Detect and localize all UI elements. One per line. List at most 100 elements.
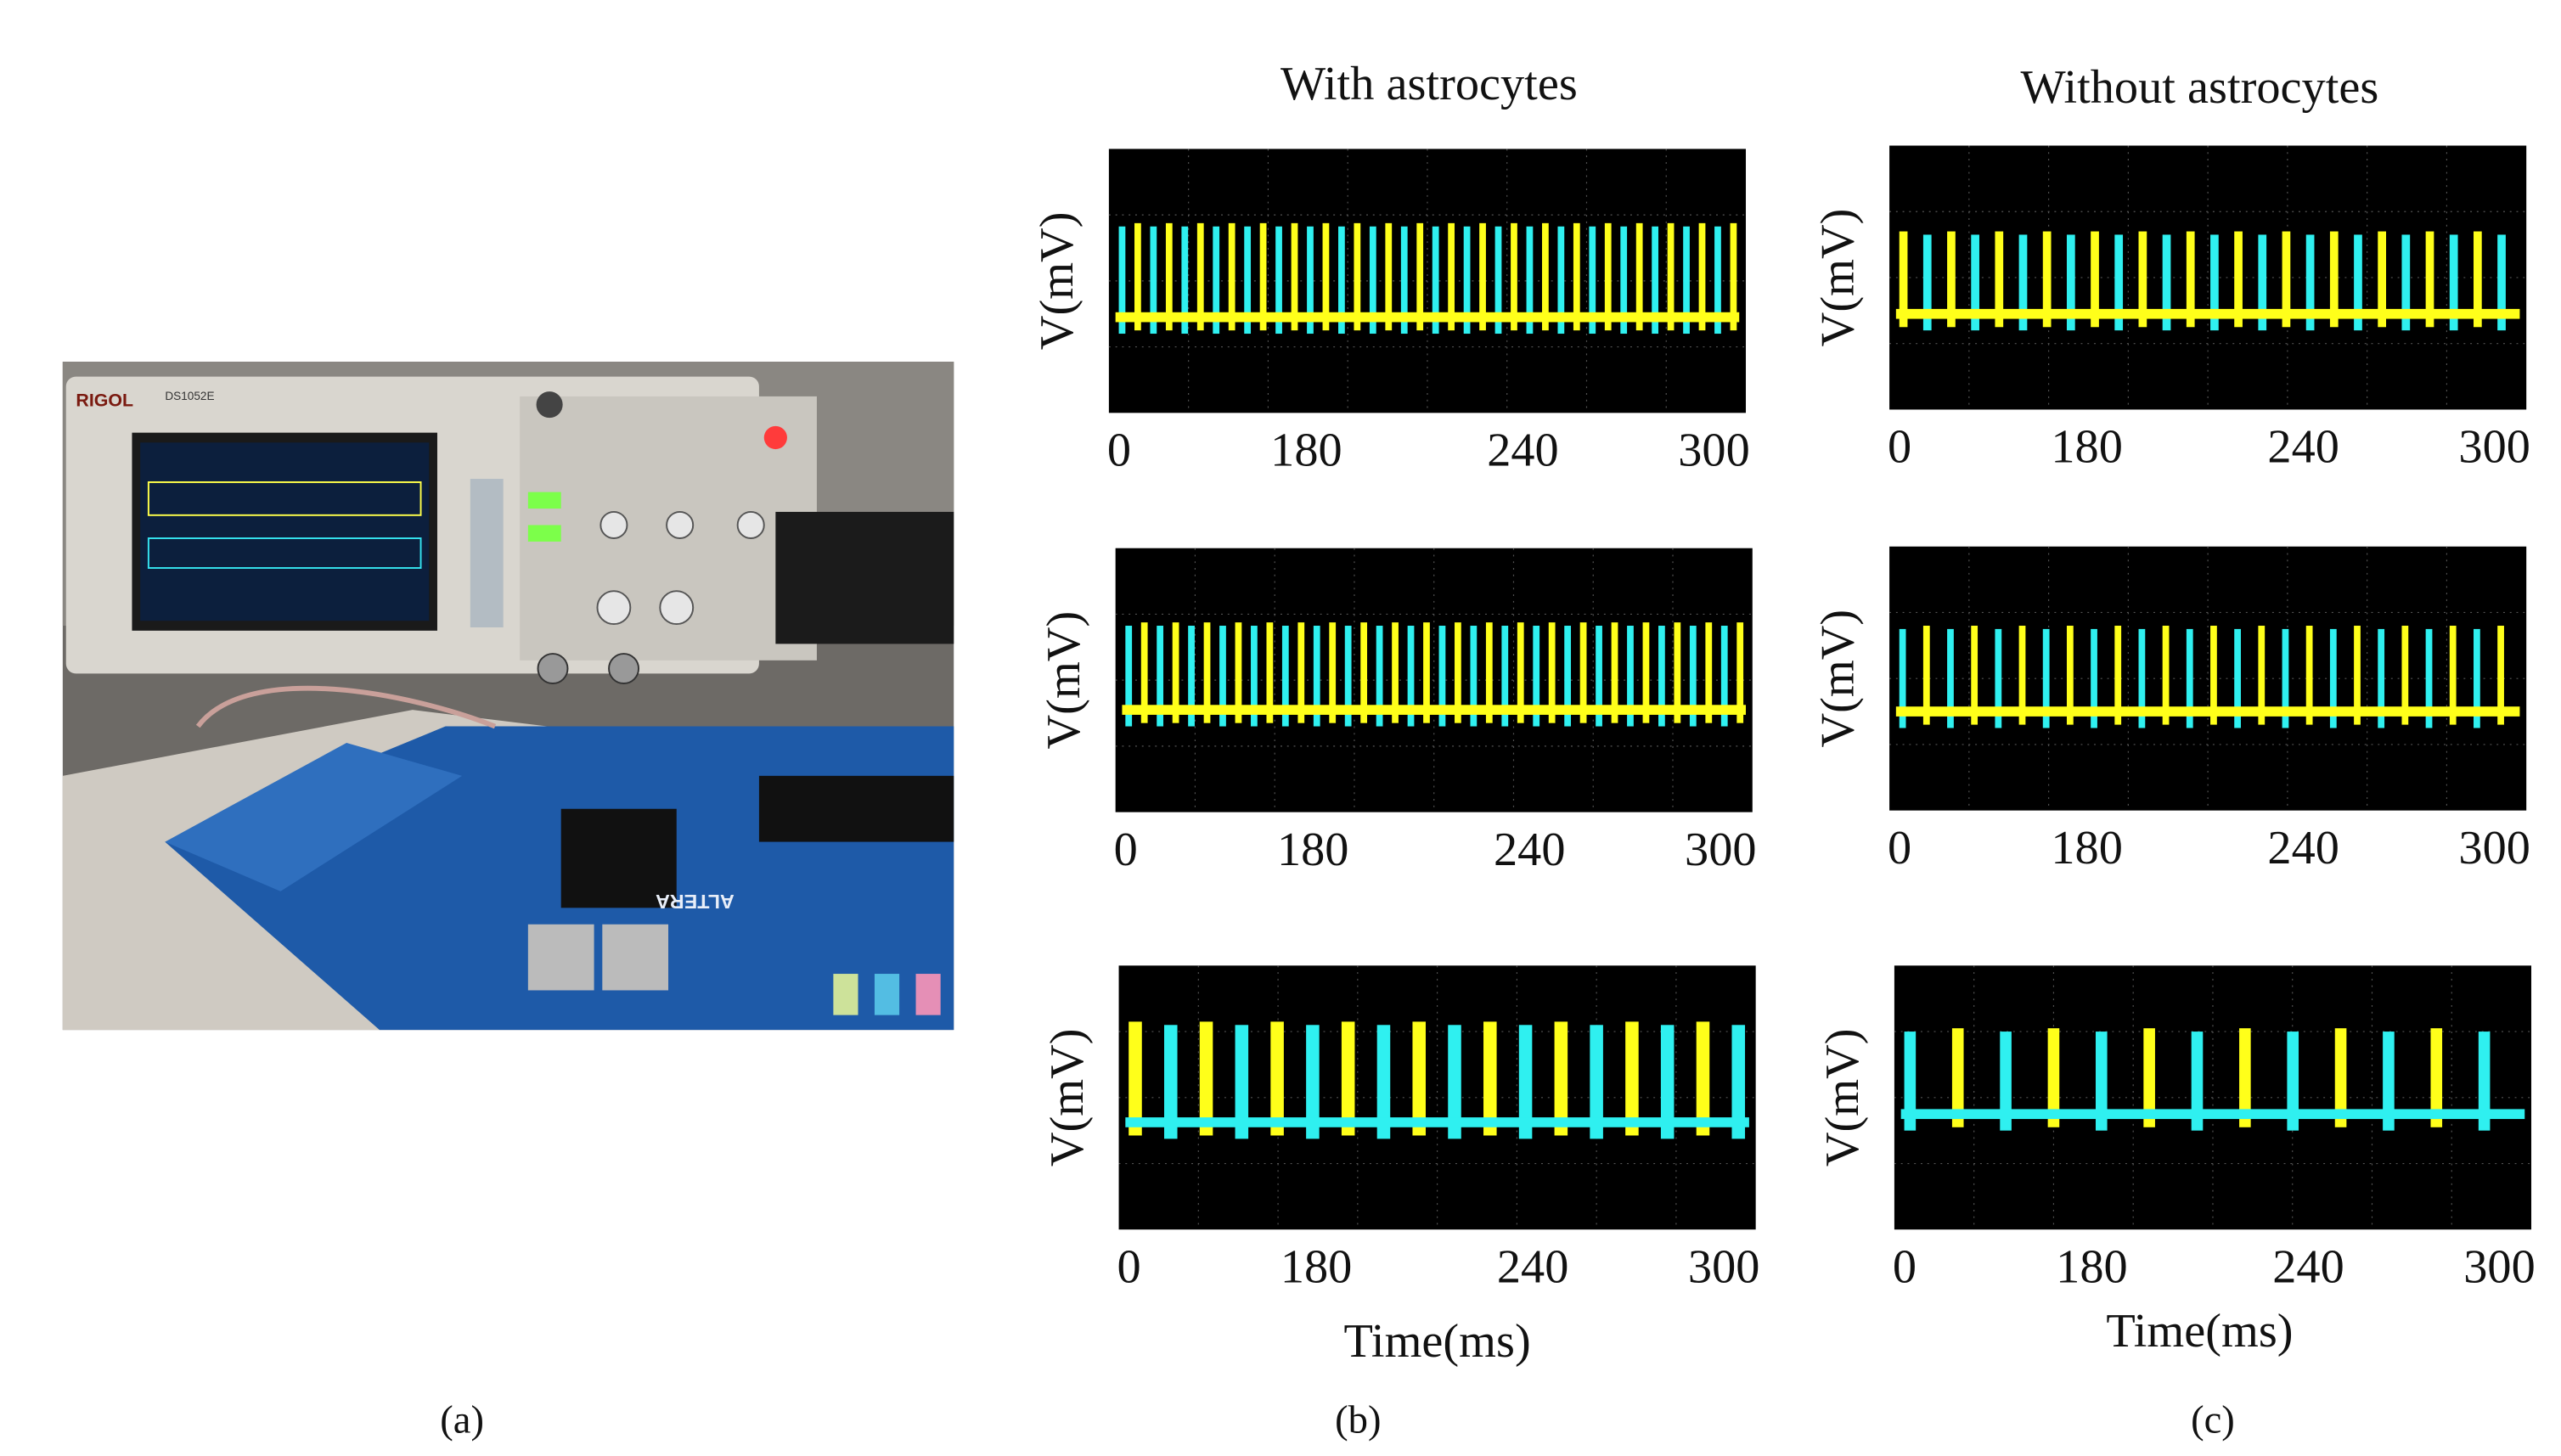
spike <box>1652 226 1659 334</box>
spike <box>1400 226 1408 334</box>
x-tick-label: 180 <box>2056 1240 2128 1293</box>
spike <box>1376 1025 1391 1139</box>
x-tick-label: 300 <box>2463 1240 2536 1293</box>
spike <box>1291 222 1298 331</box>
spike <box>2258 626 2266 725</box>
spike <box>1485 622 1493 723</box>
x-tick-label: 240 <box>2267 822 2339 874</box>
spike <box>1125 626 1133 727</box>
spike <box>1573 222 1580 331</box>
spike <box>1705 622 1713 723</box>
spike <box>2401 626 2409 725</box>
spike <box>1730 222 1737 331</box>
spike <box>1511 222 1517 331</box>
spike <box>1157 626 1164 727</box>
y-axis-label: V(mV) <box>1816 1028 1869 1166</box>
spike <box>1134 222 1141 331</box>
spike <box>1922 626 1930 725</box>
spike <box>2042 231 2052 328</box>
spike <box>2497 234 2506 331</box>
spike <box>2425 231 2434 328</box>
spike <box>1219 626 1226 727</box>
spike <box>1951 1028 1964 1127</box>
spike <box>1165 222 1173 331</box>
spike <box>1354 222 1361 331</box>
spike <box>1329 622 1337 723</box>
spike <box>1244 226 1252 334</box>
spike <box>1463 226 1471 334</box>
x-tick-label: 0 <box>1117 1240 1140 1293</box>
spike <box>2354 626 2361 725</box>
spike <box>1542 222 1549 331</box>
spike <box>1683 226 1690 334</box>
x-tick-label: 300 <box>2458 421 2530 474</box>
spike <box>1172 622 1179 723</box>
spike <box>2114 626 2122 725</box>
spike <box>1235 622 1242 723</box>
spike <box>1660 1025 1674 1139</box>
x-tick-label: 300 <box>1685 824 1757 876</box>
spike <box>1658 626 1665 727</box>
spike <box>1689 626 1697 727</box>
spike <box>1438 626 1446 727</box>
spike <box>1548 622 1556 723</box>
x-axis-label: Time(ms) <box>2106 1305 2293 1358</box>
x-tick-label: 180 <box>2051 822 2123 874</box>
x-tick-label: 180 <box>2051 421 2123 474</box>
column-title: Without astrocytes <box>2021 61 2379 114</box>
spike <box>1731 1025 1746 1139</box>
spike <box>2334 1028 2347 1127</box>
spike <box>1995 231 2004 328</box>
spike <box>2401 234 2411 331</box>
spike <box>2018 626 2026 725</box>
spike <box>1322 222 1330 331</box>
spike <box>1385 222 1393 331</box>
spike <box>1479 222 1486 331</box>
spike <box>1266 622 1274 723</box>
spike <box>1407 626 1415 727</box>
x-tick-label: 0 <box>1893 1240 1917 1293</box>
spike <box>1589 226 1596 334</box>
photo: RIGOL DS1052E ALTERA <box>62 362 954 1031</box>
spike <box>1899 628 1906 728</box>
spike <box>1590 1025 1603 1139</box>
spike <box>2000 1032 2012 1131</box>
spike <box>2287 1032 2299 1131</box>
spike <box>2474 628 2480 728</box>
photo-text: ALTERA <box>656 891 735 913</box>
y-axis-label: V(mV) <box>1811 209 1864 347</box>
spike <box>1140 622 1148 723</box>
spike <box>2282 628 2289 728</box>
spike <box>1696 1021 1710 1136</box>
x-axis-label: Time(ms) <box>1344 1315 1531 1368</box>
spike <box>1557 226 1565 334</box>
spike <box>1307 226 1314 334</box>
spike <box>2282 231 2291 328</box>
spike <box>1392 622 1399 723</box>
spike <box>2449 626 2457 725</box>
baseline <box>1895 706 2520 717</box>
spike <box>1313 626 1320 727</box>
spike <box>2018 234 2028 331</box>
spike <box>1611 622 1618 723</box>
spike <box>1604 222 1612 331</box>
spike <box>1995 628 2002 728</box>
spike <box>1360 622 1368 723</box>
spike <box>2378 628 2385 728</box>
spike <box>2095 1032 2108 1131</box>
spike <box>1259 222 1267 331</box>
y-axis-label: V(mV) <box>1031 211 1084 350</box>
spike <box>1635 222 1643 331</box>
spike <box>1904 1032 1917 1131</box>
spike <box>2091 231 2099 328</box>
spike <box>1412 1021 1427 1136</box>
panel-label: (b) <box>1335 1397 1381 1442</box>
spike <box>1674 622 1681 723</box>
spike <box>1470 626 1478 727</box>
x-tick-label: 0 <box>1888 822 1911 874</box>
spike <box>1736 622 1744 723</box>
column-title: With astrocytes <box>1280 58 1578 110</box>
spike <box>2497 626 2504 725</box>
spike <box>1376 626 1383 727</box>
